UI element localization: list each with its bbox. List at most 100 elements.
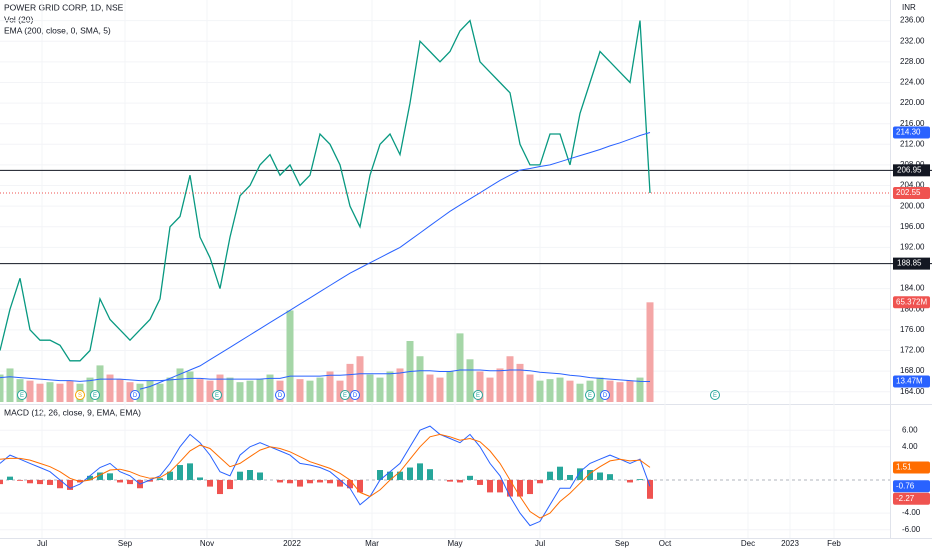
macd-histogram-bar	[457, 479, 463, 483]
volume-bar	[516, 363, 524, 402]
volume-bar	[546, 379, 554, 402]
macd-histogram-bar	[427, 469, 433, 480]
signal-label: 1.51	[896, 463, 912, 472]
event-label: D	[278, 393, 283, 399]
x-tick-label: Sep	[118, 539, 133, 548]
ema-title: EMA (200, close, 0, SMA, 5)	[4, 25, 111, 35]
volume-bar	[356, 356, 364, 402]
macd-histogram-bar	[207, 479, 213, 487]
x-tick-label: Jul	[535, 539, 545, 548]
macd-histogram-bar	[57, 479, 63, 489]
y-tick-label: 212.00	[900, 139, 925, 148]
volume-bar	[366, 374, 374, 402]
y-tick-label: 220.00	[900, 98, 925, 107]
macd-histogram-bar	[497, 479, 503, 493]
volume-bar	[486, 377, 494, 402]
volume-bar	[316, 377, 324, 402]
y-tick-label: 216.00	[900, 119, 925, 128]
event-label: E	[476, 393, 480, 399]
volume-bar	[636, 377, 644, 402]
macd-histogram-bar	[377, 470, 383, 480]
price-line	[0, 19, 651, 362]
macd-histogram-bar	[597, 472, 603, 480]
macd-tick-label: -4.00	[902, 508, 921, 517]
macd-tick-label: 6.00	[902, 425, 918, 434]
event-marker	[90, 390, 100, 400]
macd-histogram-bar	[27, 479, 33, 484]
event-marker	[600, 390, 610, 400]
volume-bar	[606, 380, 614, 402]
macd-histogram-bar	[407, 467, 413, 480]
y-tick-label: 168.00	[900, 366, 925, 375]
volume-bar	[286, 310, 294, 402]
volume-bar	[0, 374, 4, 402]
volume-bar	[426, 374, 434, 402]
volume-bar	[36, 383, 44, 402]
macd-histogram-bar	[7, 476, 13, 480]
volume-bar	[476, 371, 484, 402]
volume-bar	[576, 383, 584, 402]
volume-ma-label: 13.47M	[896, 377, 923, 386]
x-tick-label: Nov	[200, 539, 214, 548]
volume-bar	[376, 377, 384, 402]
macd-histogram-bar	[17, 479, 23, 481]
macd-histogram-bar	[467, 475, 473, 480]
volume-bar	[346, 363, 354, 402]
macd-tick-label: 4.00	[902, 442, 918, 451]
macd-histogram-bar	[557, 466, 563, 480]
volume-bar	[466, 359, 474, 402]
macd-title: MACD (12, 26, close, 9, EMA, EMA)	[4, 407, 141, 417]
volume-bar	[256, 379, 264, 402]
volume-bar	[226, 377, 234, 402]
volume-label: 65.372M	[896, 297, 927, 306]
volume-bar	[206, 380, 214, 402]
macd-line	[0, 425, 651, 527]
macd-histogram-bar	[587, 470, 593, 480]
level-label: 206.95	[897, 165, 922, 174]
volume-bar	[446, 371, 454, 402]
event-label: E	[20, 393, 24, 399]
volume-bar	[246, 380, 254, 402]
macd-histogram-bar	[577, 468, 583, 480]
macd-histogram-bar	[477, 479, 483, 485]
event-label: D	[133, 393, 138, 399]
volume-bar	[196, 379, 204, 402]
volume-bar	[106, 374, 114, 402]
hist-label-box	[893, 492, 930, 505]
y-tick-label: 236.00	[900, 16, 925, 25]
macd-histogram-bar	[487, 479, 493, 493]
event-label: D	[353, 393, 358, 399]
macd-histogram-bar	[547, 471, 553, 480]
macd-histogram-bar	[387, 471, 393, 480]
macd-histogram-bar	[197, 477, 203, 480]
level-label: 188.85	[897, 259, 922, 268]
y-tick-label: 196.00	[900, 222, 925, 231]
x-tick-label: May	[447, 539, 462, 548]
volume-bar	[596, 377, 604, 402]
macd-histogram-bar	[507, 479, 513, 497]
event-marker	[130, 390, 140, 400]
volume-bar	[536, 380, 544, 402]
macd-histogram-bar	[287, 479, 293, 484]
volume-bar	[136, 383, 144, 402]
event-marker	[75, 390, 85, 400]
y-tick-label: 232.00	[900, 36, 925, 45]
macd-histogram-bar	[337, 479, 343, 487]
event-label: E	[215, 393, 219, 399]
volume-bar	[306, 380, 314, 402]
volume-bar	[626, 380, 634, 402]
x-tick-label: Dec	[741, 539, 755, 548]
macd-tick-label: -6.00	[902, 525, 921, 534]
volume-bar	[436, 377, 444, 402]
volume-bar	[86, 377, 94, 402]
macd-histogram-bar	[87, 475, 93, 480]
chart-title: POWER GRID CORP, 1D, NSE	[4, 2, 124, 12]
volume-bar	[26, 380, 34, 402]
volume-bar	[176, 368, 184, 402]
volume-bar	[146, 380, 154, 402]
y-tick-label: 164.00	[900, 387, 925, 396]
macd-histogram-bar	[257, 472, 263, 480]
price-label: 202.55	[896, 188, 921, 197]
macd-histogram-bar	[317, 479, 323, 483]
